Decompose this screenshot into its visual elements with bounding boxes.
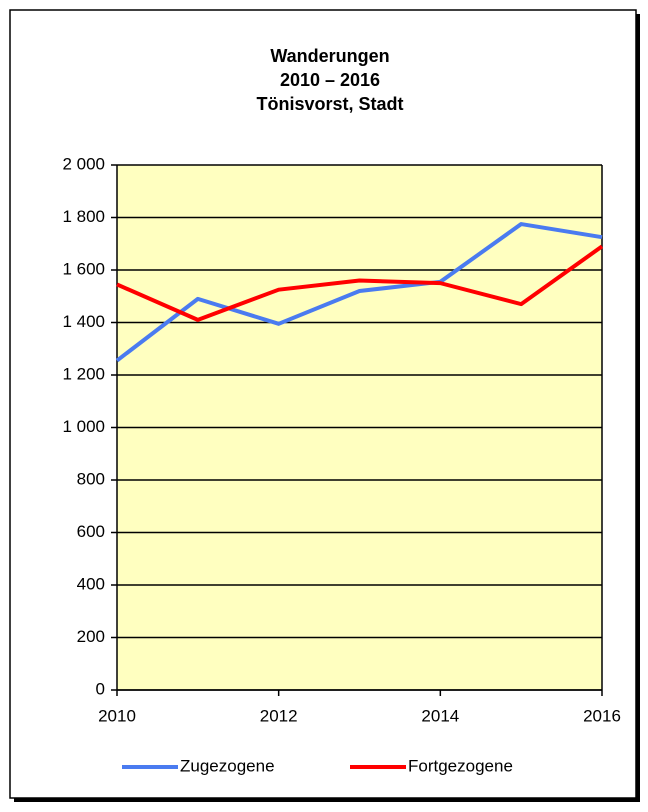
y-tick-label: 400: [77, 574, 105, 593]
y-tick-label: 1 800: [62, 207, 105, 226]
series-line: [115, 222, 603, 363]
x-tick-label: 2014: [421, 706, 459, 725]
y-tick-label: 1 200: [62, 364, 105, 383]
y-tick-label: 0: [96, 679, 105, 698]
x-tick-label: 2012: [260, 706, 298, 725]
legend-label: Zugezogene: [180, 756, 275, 775]
x-tick-label: 2010: [98, 706, 136, 725]
chart-title: 2010 – 2016: [280, 70, 380, 90]
y-tick-label: 1 000: [62, 417, 105, 436]
y-tick-label: 800: [77, 469, 105, 488]
chart-title: Wanderungen: [270, 46, 389, 66]
legend-label: Fortgezogene: [408, 756, 513, 775]
chart-title: Tönisvorst, Stadt: [256, 94, 403, 114]
x-tick-label: 2016: [583, 706, 621, 725]
y-tick-label: 600: [77, 522, 105, 541]
y-tick-label: 200: [77, 627, 105, 646]
y-tick-label: 2 000: [62, 154, 105, 173]
y-tick-label: 1 400: [62, 312, 105, 331]
y-tick-label: 1 600: [62, 259, 105, 278]
series-line: [116, 244, 604, 322]
